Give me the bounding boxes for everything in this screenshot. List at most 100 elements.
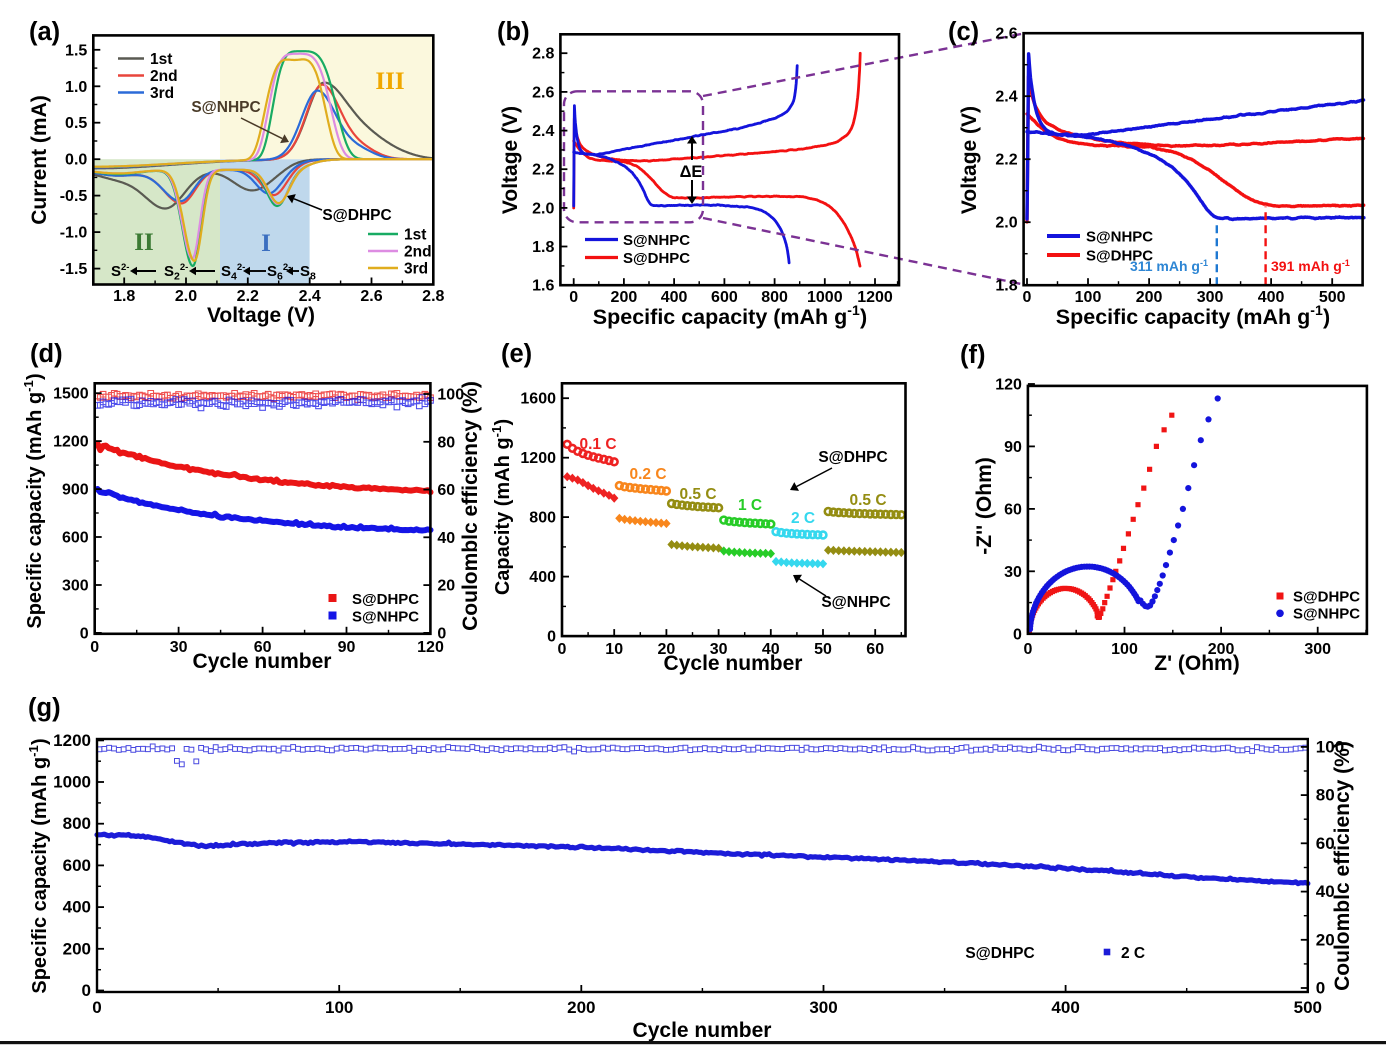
svg-text:2.0: 2.0 xyxy=(995,215,1017,232)
svg-text:2.0: 2.0 xyxy=(532,200,554,217)
svg-text:30: 30 xyxy=(170,639,188,656)
svg-text:1500: 1500 xyxy=(53,386,89,403)
svg-text:1st: 1st xyxy=(404,227,426,244)
svg-text:Cycle number: Cycle number xyxy=(193,650,332,673)
svg-text:1600: 1600 xyxy=(520,391,556,408)
svg-text:40: 40 xyxy=(1316,882,1335,901)
svg-text:2.8: 2.8 xyxy=(532,46,554,63)
svg-text:ΔE: ΔE xyxy=(680,163,703,181)
svg-text:90: 90 xyxy=(1004,439,1022,456)
svg-text:-1.0: -1.0 xyxy=(60,225,88,242)
svg-text:300: 300 xyxy=(62,578,89,595)
svg-text:300: 300 xyxy=(1197,289,1224,306)
svg-text:0: 0 xyxy=(437,625,446,642)
svg-text:Capacity (mAh g-1 ): Capacity (mAh g-1 ) xyxy=(489,419,514,595)
svg-text:400: 400 xyxy=(1258,289,1285,306)
svg-text:0.5: 0.5 xyxy=(65,115,87,132)
svg-text:Voltage (V): Voltage (V) xyxy=(499,106,522,214)
svg-text:800: 800 xyxy=(529,510,556,527)
svg-text:S@NHPC: S@NHPC xyxy=(1086,229,1153,246)
svg-text:0: 0 xyxy=(547,629,556,646)
svg-text:0.1 C: 0.1 C xyxy=(579,436,616,453)
svg-text:1.5: 1.5 xyxy=(65,42,87,59)
svg-text:Voltage (V): Voltage (V) xyxy=(207,304,315,327)
svg-text:(e): (e) xyxy=(501,340,532,368)
svg-text:20: 20 xyxy=(658,641,676,658)
svg-text:1 C: 1 C xyxy=(738,497,762,514)
svg-text:10: 10 xyxy=(605,641,623,658)
svg-text:200: 200 xyxy=(611,289,638,306)
svg-text:500: 500 xyxy=(1294,998,1322,1017)
svg-text:S@NHPC: S@NHPC xyxy=(821,594,890,611)
svg-text:Z' (Ohm): Z' (Ohm) xyxy=(1154,652,1239,675)
svg-text:80: 80 xyxy=(437,434,455,451)
svg-text:Specific capacity (mAh g-1 ): Specific capacity (mAh g-1 ) xyxy=(26,738,51,993)
svg-text:20: 20 xyxy=(437,578,455,595)
svg-text:400: 400 xyxy=(1051,998,1079,1017)
svg-text:30: 30 xyxy=(710,641,728,658)
svg-text:2.4: 2.4 xyxy=(299,288,321,305)
svg-text:(b): (b) xyxy=(497,18,530,46)
svg-text:300: 300 xyxy=(809,998,837,1017)
svg-text:3rd: 3rd xyxy=(150,85,174,102)
svg-text:0: 0 xyxy=(558,641,567,658)
svg-text:S8: S8 xyxy=(300,263,316,283)
svg-text:1200: 1200 xyxy=(53,731,91,750)
svg-text:0.0: 0.0 xyxy=(65,152,87,169)
svg-text:0: 0 xyxy=(90,639,99,656)
svg-text:S@NHPC: S@NHPC xyxy=(352,609,419,626)
svg-text:Coulomblc efficiency (%): Coulomblc efficiency (%) xyxy=(459,381,482,631)
svg-text:400: 400 xyxy=(529,569,556,586)
svg-text:2.8: 2.8 xyxy=(422,288,444,305)
svg-text:(f): (f) xyxy=(960,341,985,369)
svg-text:(d): (d) xyxy=(30,340,63,368)
svg-text:S@DHPC: S@DHPC xyxy=(322,207,391,224)
svg-text:Specific capacity (mAh g-1 ): Specific capacity (mAh g-1 ) xyxy=(593,302,867,329)
svg-text:S@DHPC: S@DHPC xyxy=(1293,589,1360,606)
svg-text:-0.5: -0.5 xyxy=(60,188,88,205)
svg-text:200: 200 xyxy=(1136,289,1163,306)
svg-text:3rd: 3rd xyxy=(404,261,428,278)
svg-text:0.2 C: 0.2 C xyxy=(629,466,666,483)
svg-text:2.2: 2.2 xyxy=(532,162,554,179)
svg-text:100: 100 xyxy=(1111,641,1138,658)
svg-text:200: 200 xyxy=(63,939,91,958)
svg-text:0: 0 xyxy=(92,998,101,1017)
svg-text:S@DHPC: S@DHPC xyxy=(1086,248,1153,265)
svg-text:400: 400 xyxy=(661,289,688,306)
svg-text:2nd: 2nd xyxy=(150,68,178,85)
svg-text:800: 800 xyxy=(63,814,91,833)
svg-text:1st: 1st xyxy=(150,51,172,68)
svg-text:III: III xyxy=(375,68,404,95)
svg-text:100: 100 xyxy=(325,998,353,1017)
svg-text:Voltage (V): Voltage (V) xyxy=(958,106,981,214)
svg-text:S@NHPC: S@NHPC xyxy=(1293,606,1360,623)
svg-text:300: 300 xyxy=(1304,641,1331,658)
svg-text:2.2: 2.2 xyxy=(237,288,259,305)
svg-text:600: 600 xyxy=(62,530,89,547)
svg-text:40: 40 xyxy=(762,641,780,658)
svg-text:0: 0 xyxy=(569,289,578,306)
svg-text:2.0: 2.0 xyxy=(175,288,197,305)
svg-text:S@DHPC: S@DHPC xyxy=(818,449,887,466)
svg-text:500: 500 xyxy=(1319,289,1346,306)
svg-text:S@DHPC: S@DHPC xyxy=(623,250,690,267)
svg-text:200: 200 xyxy=(1208,641,1235,658)
svg-text:Current (mA): Current (mA) xyxy=(28,95,51,225)
svg-text:1200: 1200 xyxy=(520,450,556,467)
svg-text:40: 40 xyxy=(437,530,455,547)
svg-text:90: 90 xyxy=(338,639,356,656)
svg-text:2 C: 2 C xyxy=(1121,945,1145,962)
svg-text:S@DHPC: S@DHPC xyxy=(965,945,1034,962)
svg-text:0: 0 xyxy=(1316,979,1325,998)
svg-text:Specific capacity (mAh g-1 ): Specific capacity (mAh g-1 ) xyxy=(1056,302,1330,329)
svg-text:0.5 C: 0.5 C xyxy=(849,492,886,509)
svg-text:Coulomblc efficiency (%): Coulomblc efficiency (%) xyxy=(1331,741,1354,991)
svg-text:0: 0 xyxy=(1023,289,1032,306)
svg-text:2nd: 2nd xyxy=(404,244,432,261)
svg-text:0: 0 xyxy=(80,625,89,642)
svg-text:800: 800 xyxy=(761,289,788,306)
svg-text:400: 400 xyxy=(63,898,91,917)
svg-text:S@NHPC: S@NHPC xyxy=(191,99,260,116)
svg-text:60: 60 xyxy=(437,482,455,499)
